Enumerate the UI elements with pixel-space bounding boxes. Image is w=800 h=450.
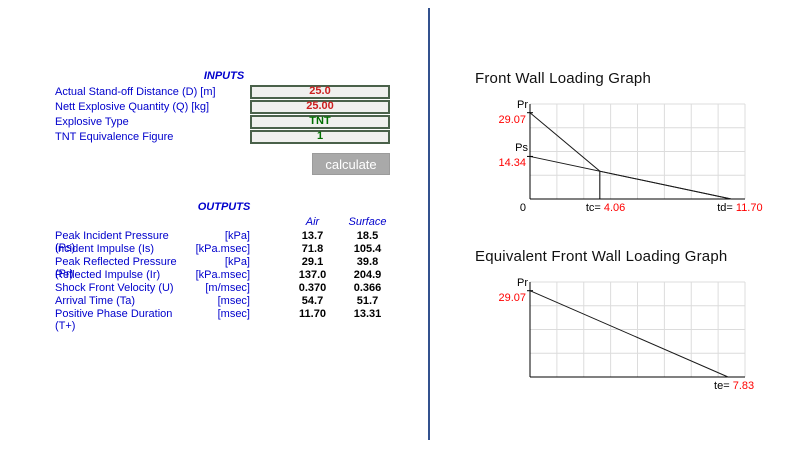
spacer xyxy=(250,216,285,229)
output-row: Peak Reflected Pressure (Pr) [kPa] 29.1 39.… xyxy=(55,256,393,280)
plot-area xyxy=(527,281,746,378)
outputs-header: OUTPUTS xyxy=(197,201,251,213)
output-row: Shock Front Velocity (U) [m/msec] 0.370 0.3… xyxy=(55,282,393,295)
output-value-air: 13.7 xyxy=(301,230,324,242)
input-row: Actual Stand-off Distance (D) [m] 25.0 xyxy=(55,85,393,99)
output-unit: [kPa.msec] xyxy=(195,269,250,281)
output-value-surface: 39.8 xyxy=(356,256,379,268)
output-value-air: 54.7 xyxy=(301,295,324,307)
outputs-rows: Peak Incident Pressure (Ps) [kPa] 13.7 18.5… xyxy=(55,230,393,332)
output-unit: [m/msec] xyxy=(205,282,250,294)
x-tick-prefix: td= xyxy=(717,202,736,214)
spacer xyxy=(55,216,185,229)
panel-divider xyxy=(428,8,430,440)
output-value-surface: 18.5 xyxy=(356,230,379,242)
column-header-air: Air xyxy=(305,216,320,228)
output-unit: [msec] xyxy=(217,295,250,307)
output-value-surface: 0.366 xyxy=(353,282,382,294)
spacer xyxy=(250,295,285,308)
output-label: Arrival Time (Ta) xyxy=(55,295,136,307)
x-tick-value: 7.83 xyxy=(732,380,755,392)
output-unit: [kPa] xyxy=(224,230,250,242)
outputs-section: OUTPUTS Air Surface Peak Incident Pressu… xyxy=(55,201,393,332)
spacer xyxy=(185,216,250,229)
output-label: Shock Front Velocity (U) xyxy=(55,282,174,294)
input-value-cell[interactable]: TNT xyxy=(250,115,390,129)
input-value-cell[interactable]: 25.0 xyxy=(250,85,390,99)
input-row: TNT Equivalence Figure 1 xyxy=(55,130,393,144)
output-row: Peak Incident Pressure (Ps) [kPa] 13.7 18.5 xyxy=(55,230,393,254)
x-axis-tick-label: td= 11.70 xyxy=(717,202,762,214)
x-axis-tick-label: te= 7.83 xyxy=(714,380,754,392)
spacer xyxy=(250,256,285,269)
input-label: Explosive Type xyxy=(55,116,129,128)
y-axis-value: 29.07 xyxy=(498,291,526,304)
output-row: Incident Impulse (Is) [kPa.msec] 71.8 105.4 xyxy=(55,243,393,256)
output-value-air: 29.1 xyxy=(301,256,324,268)
x-tick-prefix: te= xyxy=(714,380,733,392)
output-label: Positive Phase Duration (T+) xyxy=(55,308,173,332)
spacer xyxy=(250,282,285,295)
output-unit: [kPa.msec] xyxy=(195,243,250,255)
output-value-air: 0.370 xyxy=(298,282,327,294)
y-axis-value: 14.34 xyxy=(498,157,526,170)
output-row: Arrival Time (Ta) [msec] 54.7 51.7 xyxy=(55,295,393,308)
output-value-air: 71.8 xyxy=(301,243,324,255)
input-row: Explosive Type TNT xyxy=(55,115,393,129)
calculator-panel: INPUTS Actual Stand-off Distance (D) [m]… xyxy=(55,70,393,332)
output-unit: [msec] xyxy=(217,308,250,320)
spacer xyxy=(250,230,285,243)
spacer xyxy=(250,243,285,256)
column-header-surface: Surface xyxy=(348,216,387,228)
spacer xyxy=(250,308,285,321)
graphs-panel: Front Wall Loading Graph Pr 29.07 Ps 14.34 t… xyxy=(475,70,787,418)
output-label: Incident Impulse (Is) xyxy=(55,243,155,255)
x-tick-value: 11.70 xyxy=(735,202,763,214)
origin-label: 0 xyxy=(519,202,526,214)
inputs-rows: Actual Stand-off Distance (D) [m] 25.0 Net… xyxy=(55,85,393,144)
output-value-surface: 51.7 xyxy=(356,295,379,307)
output-row: Positive Phase Duration (T+) [msec] 11.70 1… xyxy=(55,308,393,332)
outputs-column-headers: Air Surface xyxy=(55,216,393,229)
output-row: Reflected Impulse (Ir) [kPa.msec] 137.0 204… xyxy=(55,269,393,282)
y-axis-value: 29.07 xyxy=(498,113,526,126)
x-tick-value: 4.06 xyxy=(603,202,626,214)
equivalent-front-wall-loading-chart: Pr 29.07 te= 7.83 xyxy=(475,276,775,418)
output-label: Peak Reflected Pressure (Pr) xyxy=(55,256,177,280)
chart-canvas xyxy=(527,103,746,200)
input-label: Actual Stand-off Distance (D) [m] xyxy=(55,86,216,98)
plot-area xyxy=(527,103,746,200)
y-axis-label: Pr xyxy=(517,276,528,289)
x-axis-tick-label: tc= 4.06 xyxy=(586,202,625,214)
y-axis-label: Pr xyxy=(517,98,528,111)
output-value-air: 11.70 xyxy=(299,308,326,320)
input-label: TNT Equivalence Figure xyxy=(55,131,174,143)
equivalent-front-wall-graph-title: Equivalent Front Wall Loading Graph xyxy=(475,248,728,265)
front-wall-graph-title: Front Wall Loading Graph xyxy=(475,70,651,87)
output-value-air: 137.0 xyxy=(298,269,327,281)
front-wall-loading-chart: Pr 29.07 Ps 14.34 tc= 4.06 td= 11.70 0 xyxy=(475,98,775,240)
input-label: Nett Explosive Quantity (Q) [kg] xyxy=(55,101,210,113)
input-row: Nett Explosive Quantity (Q) [kg] 25.00 xyxy=(55,100,393,114)
inputs-header: INPUTS xyxy=(203,70,245,82)
output-label: Reflected Impulse (Ir) xyxy=(55,269,161,281)
spacer xyxy=(250,269,285,282)
output-unit: [kPa] xyxy=(224,256,250,268)
chart-canvas xyxy=(527,281,746,378)
output-label: Peak Incident Pressure (Ps) xyxy=(55,230,169,254)
output-value-surface: 13.31 xyxy=(353,308,382,320)
input-value-cell[interactable]: 25.00 xyxy=(250,100,390,114)
input-value-cell[interactable]: 1 xyxy=(250,130,390,144)
calculate-button[interactable]: calculate xyxy=(312,153,390,175)
output-value-surface: 204.9 xyxy=(353,269,382,281)
y-axis-label: Ps xyxy=(515,142,528,155)
output-value-surface: 105.4 xyxy=(353,243,382,255)
x-tick-prefix: tc= xyxy=(585,202,604,214)
